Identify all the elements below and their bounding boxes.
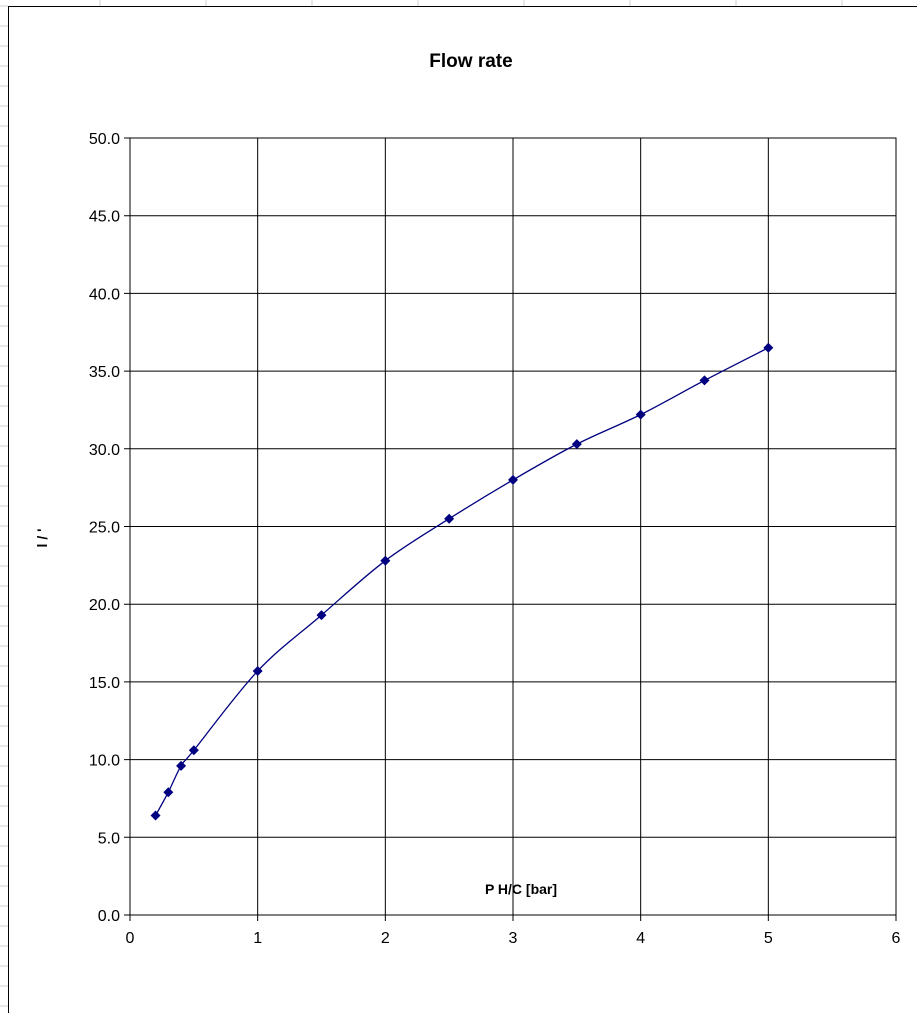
x-axis-title: P H/C [bar] — [485, 881, 557, 897]
data-point-marker — [380, 555, 391, 566]
x-tick-label: 3 — [509, 930, 518, 947]
chart-title: Flow rate — [429, 51, 512, 72]
flow-rate-chart: Flow rate 0.0 5.0 10.0 15.0 20.0 25.0 30.0 35.0… — [34, 51, 901, 947]
y-tick-label: 35.0 — [89, 364, 120, 381]
data-point-marker — [699, 375, 710, 386]
y-tick-label: 5.0 — [98, 830, 120, 847]
data-point-marker — [188, 745, 199, 756]
data-point-marker — [316, 610, 327, 621]
y-axis-ticks: 0.0 5.0 10.0 15.0 20.0 25.0 30.0 35.0 40.0 45.0 50… — [89, 131, 120, 925]
plot-area — [129, 137, 897, 916]
data-point-marker — [763, 342, 774, 353]
y-tick-label: 40.0 — [89, 286, 120, 303]
x-tick-label: 4 — [636, 930, 645, 947]
data-point-marker — [252, 666, 263, 677]
y-tick-label: 10.0 — [89, 753, 120, 770]
x-tick-label: 2 — [381, 930, 390, 947]
flow-rate-curve — [154, 347, 769, 816]
data-markers — [150, 342, 774, 821]
data-point-marker — [508, 474, 518, 485]
data-point-marker — [444, 513, 455, 524]
grid-lines — [124, 137, 897, 921]
x-axis-ticks: 0 1 2 3 4 5 6 — [126, 930, 901, 947]
data-point-marker — [150, 810, 161, 821]
data-point-marker — [176, 760, 187, 771]
y-tick-label: 25.0 — [89, 520, 120, 537]
data-point-marker — [163, 787, 174, 798]
x-tick-label: 6 — [892, 930, 901, 947]
x-tick-label: 1 — [253, 930, 262, 947]
y-tick-label: 20.0 — [89, 597, 120, 614]
y-tick-label: 50.0 — [89, 131, 120, 148]
chart-area[interactable]: Flow rate 0.0 5.0 10.0 15.0 20.0 25.0 30.0 35.0… — [8, 6, 917, 1013]
x-tick-label: 5 — [764, 930, 773, 947]
x-tick-label: 0 — [126, 930, 135, 947]
y-tick-label: 0.0 — [98, 908, 120, 925]
y-axis-title: l / ' — [34, 529, 50, 548]
y-tick-label: 15.0 — [89, 675, 120, 692]
y-tick-label: 45.0 — [89, 209, 120, 226]
data-point-marker — [635, 409, 646, 420]
data-point-marker — [571, 439, 582, 450]
y-tick-label: 30.0 — [89, 442, 120, 459]
